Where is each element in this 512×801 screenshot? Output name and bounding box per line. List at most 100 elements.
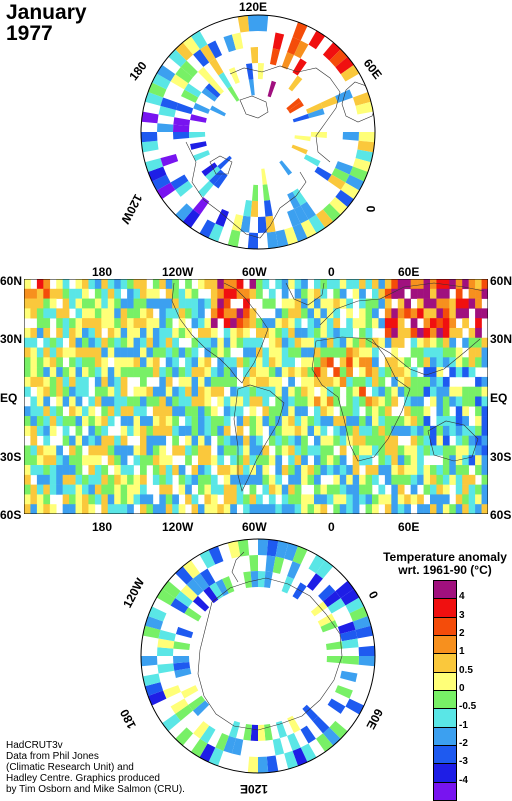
anomaly-cell xyxy=(288,406,295,417)
anomaly-cell xyxy=(335,580,354,599)
anomaly-cell xyxy=(114,386,121,397)
anomaly-cell xyxy=(30,494,38,505)
anomaly-cell xyxy=(101,484,109,495)
anomaly-cell xyxy=(430,396,437,407)
anomaly-cell xyxy=(352,288,360,299)
anomaly-cell xyxy=(281,386,289,397)
anomaly-cell xyxy=(325,641,343,650)
anomaly-cell xyxy=(335,685,353,699)
anomaly-cell xyxy=(56,376,63,388)
anomaly-cell xyxy=(275,318,283,329)
anomaly-cell xyxy=(339,288,347,299)
anomaly-cell xyxy=(30,445,38,456)
anomaly-cell xyxy=(152,347,160,358)
anomaly-cell xyxy=(268,455,276,466)
anomaly-cell xyxy=(397,445,405,456)
anomaly-cell xyxy=(127,494,134,505)
anomaly-cell xyxy=(69,376,76,388)
anomaly-cell xyxy=(165,337,173,348)
anomaly-cell xyxy=(172,406,179,417)
anomaly-cell xyxy=(170,698,189,714)
anomaly-cell xyxy=(142,673,161,687)
anomaly-cell xyxy=(200,44,216,63)
anomaly-cell xyxy=(430,376,437,388)
anomaly-cell xyxy=(185,367,192,378)
anomaly-cell xyxy=(172,435,179,446)
anomaly-cell xyxy=(281,504,289,514)
credit-text: HadCRUT3v Data from Phil Jones (Climatic… xyxy=(6,740,185,795)
anomaly-cell xyxy=(88,455,96,466)
anomaly-cell xyxy=(417,337,424,348)
anomaly-cell xyxy=(481,357,488,368)
anomaly-cell xyxy=(208,223,224,242)
anomaly-cell xyxy=(340,182,360,200)
anomaly-cell xyxy=(133,327,141,339)
anomaly-cell xyxy=(339,465,347,476)
anomaly-cell xyxy=(159,367,167,378)
anomaly-cell xyxy=(30,425,38,436)
anomaly-cell xyxy=(436,425,444,436)
anomaly-cell xyxy=(69,474,76,485)
anomaly-cell xyxy=(359,376,366,388)
anomaly-cell xyxy=(165,298,173,309)
anomaly-cell xyxy=(449,396,457,407)
anomaly-cell xyxy=(185,396,192,407)
anomaly-cell xyxy=(326,347,334,358)
anomaly-cell xyxy=(249,555,258,572)
anomaly-cell xyxy=(391,318,399,329)
anomaly-cell xyxy=(141,656,158,667)
legend-tick-label: 0 xyxy=(459,683,465,694)
anomaly-cell xyxy=(75,337,83,348)
anomaly-cell xyxy=(165,279,173,290)
anomaly-cell xyxy=(397,327,405,339)
anomaly-cell xyxy=(210,484,218,495)
anomaly-cell xyxy=(449,308,457,319)
anomaly-cell xyxy=(423,308,431,319)
anomaly-cell xyxy=(210,288,218,299)
anomaly-cell xyxy=(243,337,250,348)
anomaly-cell xyxy=(372,406,379,417)
anomaly-cell xyxy=(101,337,109,348)
anomaly-cell xyxy=(204,327,212,339)
anomaly-cell xyxy=(210,425,218,436)
anomaly-cell xyxy=(30,376,38,388)
anomaly-cell xyxy=(462,308,469,319)
anomaly-cell xyxy=(301,416,308,427)
anomaly-cell xyxy=(288,504,295,514)
anomaly-cell xyxy=(230,484,237,495)
anomaly-cell xyxy=(204,504,212,514)
anomaly-cell xyxy=(288,494,295,505)
anomaly-cell xyxy=(159,416,167,427)
anomaly-cell xyxy=(333,396,341,407)
anomaly-cell xyxy=(340,588,360,606)
anomaly-cell xyxy=(120,337,128,348)
anomaly-cell xyxy=(423,367,431,378)
anomaly-cell xyxy=(391,367,399,378)
anomaly-cell xyxy=(468,327,476,339)
anomaly-cell xyxy=(417,416,424,427)
anomaly-cell xyxy=(75,465,83,476)
anomaly-cell xyxy=(331,167,350,183)
anomaly-cell xyxy=(127,288,134,299)
anomaly-cell xyxy=(333,327,341,339)
legend-tick-label: -0.5 xyxy=(459,701,477,713)
anomaly-cell xyxy=(172,465,179,476)
anomaly-cell xyxy=(191,396,199,407)
anomaly-cell xyxy=(174,667,192,678)
anomaly-cell xyxy=(320,318,328,329)
legend-tick-label: 4 xyxy=(459,591,465,603)
anomaly-cell xyxy=(165,357,173,368)
anomaly-cell xyxy=(481,376,488,388)
anomaly-cell xyxy=(82,308,89,319)
anomaly-cell xyxy=(162,713,181,732)
anomaly-cell xyxy=(172,308,179,319)
anomaly-cell xyxy=(288,357,295,368)
anomaly-cell xyxy=(378,396,386,407)
anomaly-cell xyxy=(146,347,154,358)
anomaly-cell xyxy=(190,30,208,50)
anomaly-cell xyxy=(56,445,63,456)
anomaly-cell xyxy=(227,229,241,248)
anomaly-cell xyxy=(320,445,328,456)
anomaly-cell xyxy=(140,396,147,407)
anomaly-cell xyxy=(455,435,463,446)
